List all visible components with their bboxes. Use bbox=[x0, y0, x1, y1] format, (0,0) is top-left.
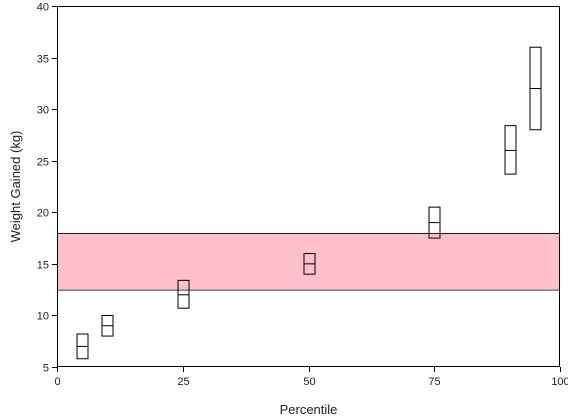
y-tick-label: 10 bbox=[37, 311, 49, 323]
y-tick-label: 15 bbox=[37, 260, 49, 272]
y-tick-label: 30 bbox=[37, 105, 49, 117]
x-tick-label: 0 bbox=[54, 376, 60, 388]
plot-background bbox=[57, 6, 560, 367]
x-tick-label: 100 bbox=[551, 376, 568, 388]
y-tick-label: 25 bbox=[37, 157, 49, 169]
x-tick-label: 25 bbox=[177, 376, 189, 388]
y-tick-label: 5 bbox=[43, 363, 49, 375]
box-p90 bbox=[504, 125, 517, 175]
x-axis-title: Percentile bbox=[280, 402, 338, 417]
box-p25 bbox=[177, 279, 190, 309]
plot-frame bbox=[57, 6, 560, 367]
y-tick-label: 40 bbox=[37, 2, 49, 14]
y-tick-label: 20 bbox=[37, 208, 49, 220]
x-tick-label: 50 bbox=[303, 376, 315, 388]
y-axis-title: Weight Gained (kg) bbox=[8, 131, 23, 243]
reference-band bbox=[57, 232, 560, 290]
y-tick-label: 35 bbox=[37, 54, 49, 66]
x-tick-label: 75 bbox=[428, 376, 440, 388]
